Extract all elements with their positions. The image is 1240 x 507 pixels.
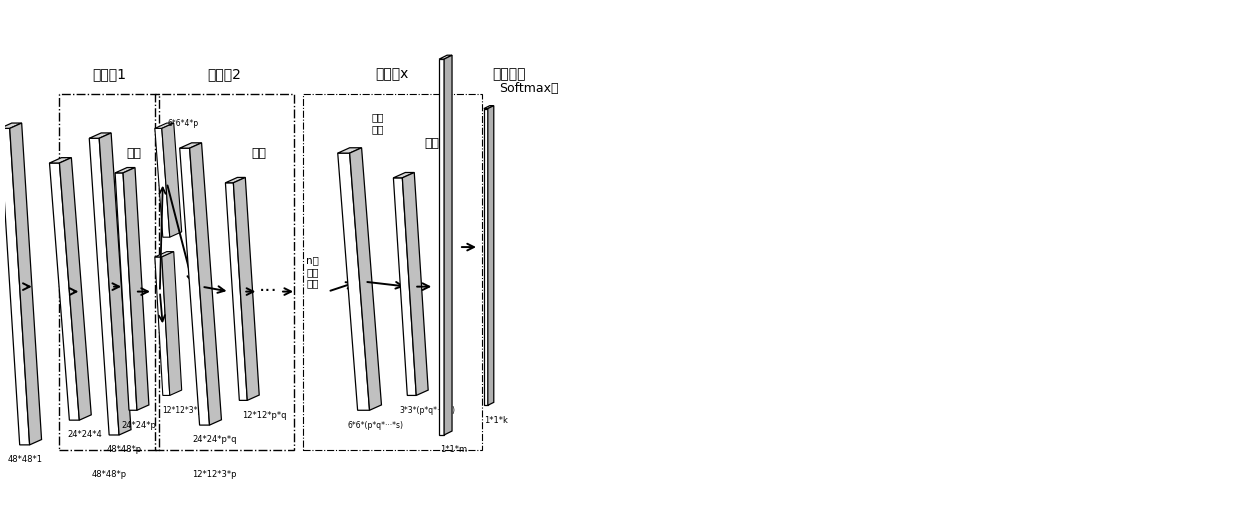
Text: ···: ··· <box>259 282 278 301</box>
Text: 池化: 池化 <box>252 147 267 160</box>
Text: 48*48*p: 48*48*p <box>92 470 126 479</box>
Polygon shape <box>99 133 131 435</box>
Polygon shape <box>393 172 414 178</box>
Text: 48*48*p: 48*48*p <box>107 445 141 454</box>
Polygon shape <box>10 123 42 445</box>
Polygon shape <box>155 257 170 395</box>
Polygon shape <box>484 105 494 108</box>
Text: 小波层1: 小波层1 <box>92 67 126 81</box>
Polygon shape <box>393 178 417 395</box>
Text: 24*24*4: 24*24*4 <box>67 430 102 440</box>
Polygon shape <box>233 177 259 401</box>
Polygon shape <box>155 251 174 257</box>
Polygon shape <box>226 183 247 401</box>
Text: 24*24*p*q: 24*24*p*q <box>192 436 237 445</box>
Bar <box>155 94 294 450</box>
Polygon shape <box>337 153 370 410</box>
Text: n层
小波
分解: n层 小波 分解 <box>306 255 320 288</box>
Bar <box>303 94 482 450</box>
Polygon shape <box>115 173 136 410</box>
Polygon shape <box>350 148 382 410</box>
Text: 12*12*3*p: 12*12*3*p <box>192 470 237 479</box>
Polygon shape <box>487 105 494 405</box>
Polygon shape <box>439 55 453 59</box>
Polygon shape <box>0 128 30 445</box>
Text: 小波层2: 小波层2 <box>207 67 242 81</box>
Text: 小波层x: 小波层x <box>376 67 409 81</box>
Polygon shape <box>439 59 444 435</box>
Polygon shape <box>190 143 222 425</box>
Text: 3*3*(p*q*···*s): 3*3*(p*q*···*s) <box>399 406 455 415</box>
Polygon shape <box>50 163 79 420</box>
Polygon shape <box>155 128 170 237</box>
Polygon shape <box>180 148 210 425</box>
Polygon shape <box>123 167 149 410</box>
Polygon shape <box>161 123 182 237</box>
Bar <box>60 94 159 450</box>
Text: 48*48*1: 48*48*1 <box>7 455 42 464</box>
Polygon shape <box>89 133 112 138</box>
Polygon shape <box>50 158 72 163</box>
Polygon shape <box>444 55 453 435</box>
Polygon shape <box>115 167 135 173</box>
Polygon shape <box>226 177 246 183</box>
Text: 池化: 池化 <box>126 147 141 160</box>
Polygon shape <box>155 123 174 128</box>
Polygon shape <box>0 123 21 128</box>
Text: 1*1*k: 1*1*k <box>484 416 507 425</box>
Text: 全连接层: 全连接层 <box>492 67 526 81</box>
Text: 6*6*4*p: 6*6*4*p <box>167 119 198 128</box>
Polygon shape <box>60 158 92 420</box>
Text: 12*12*3*p: 12*12*3*p <box>162 406 203 415</box>
Text: 6*6*(p*q*···*s): 6*6*(p*q*···*s) <box>347 421 403 429</box>
Text: 1*1*m: 1*1*m <box>440 445 467 454</box>
Polygon shape <box>402 172 428 395</box>
Text: 24*24*p: 24*24*p <box>122 421 156 429</box>
Polygon shape <box>180 143 202 148</box>
Text: 加权
重构: 加权 重构 <box>371 113 383 134</box>
Polygon shape <box>484 108 487 405</box>
Polygon shape <box>337 148 362 153</box>
Text: 12*12*p*q: 12*12*p*q <box>242 411 286 420</box>
Text: 池化: 池化 <box>424 137 440 150</box>
Polygon shape <box>89 138 119 435</box>
Text: Softmax层: Softmax层 <box>498 82 558 95</box>
Polygon shape <box>161 251 182 395</box>
